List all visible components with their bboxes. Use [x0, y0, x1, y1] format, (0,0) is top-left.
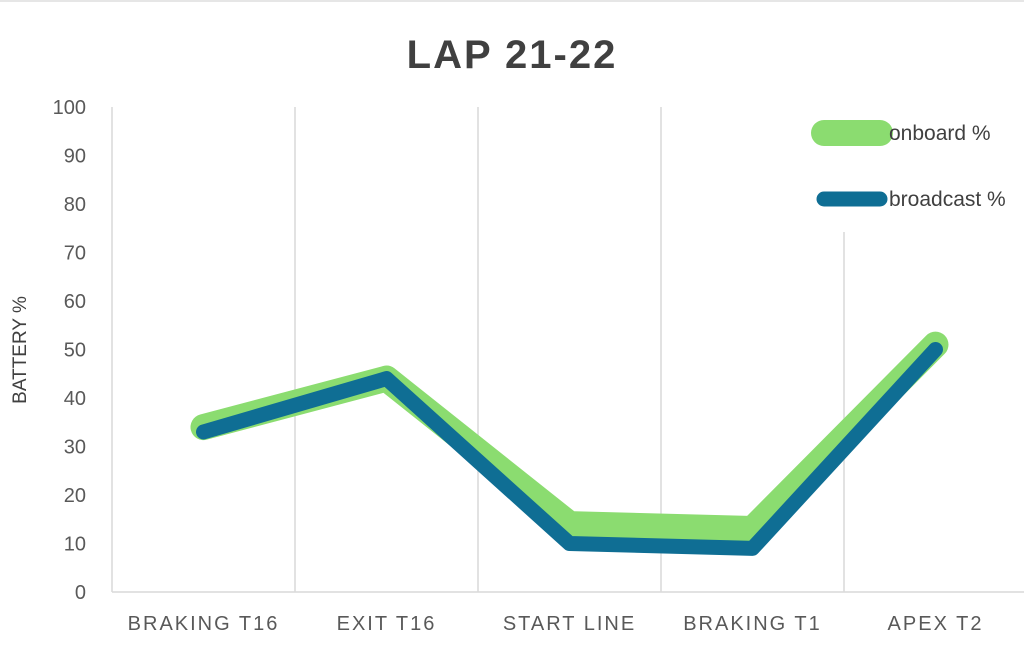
x-tick-label: BRAKING T16: [128, 613, 280, 635]
y-tick-label: 20: [64, 485, 86, 507]
gridlines: [111, 107, 1024, 593]
legend-label: onboard %: [889, 122, 991, 145]
x-tick-labels: BRAKING T16 EXIT T16 START LINE BRAKING T1 A…: [128, 613, 984, 635]
x-tick-label: START LINE: [503, 613, 636, 635]
y-tick-label: 100: [53, 97, 86, 119]
legend: onboard % broadcast %: [811, 120, 1006, 211]
x-tick-label: BRAKING T1: [683, 613, 822, 635]
onboard-line: [190, 331, 949, 542]
y-tick-label: 50: [64, 340, 86, 362]
y-tick-label: 90: [64, 146, 86, 168]
broadcast-line: [196, 342, 943, 556]
top-divider: [0, 0, 1024, 2]
legend-label: broadcast %: [889, 188, 1006, 211]
y-tick-label: 10: [64, 534, 86, 556]
chart-title: LAP 21-22: [407, 33, 618, 77]
y-tick-label: 70: [64, 243, 86, 265]
y-tick-labels: 0 10 20 30 40 50 60 70 80 90 100: [53, 97, 86, 604]
y-axis-label: BATTERY %: [10, 296, 31, 404]
y-tick-label: 0: [75, 582, 86, 604]
y-tick-label: 60: [64, 291, 86, 313]
y-tick-label: 30: [64, 437, 86, 459]
series-lines: [190, 331, 949, 556]
x-tick-label: EXIT T16: [337, 613, 437, 635]
y-tick-label: 80: [64, 194, 86, 216]
x-tick-label: APEX T2: [888, 613, 984, 635]
y-tick-label: 40: [64, 388, 86, 410]
